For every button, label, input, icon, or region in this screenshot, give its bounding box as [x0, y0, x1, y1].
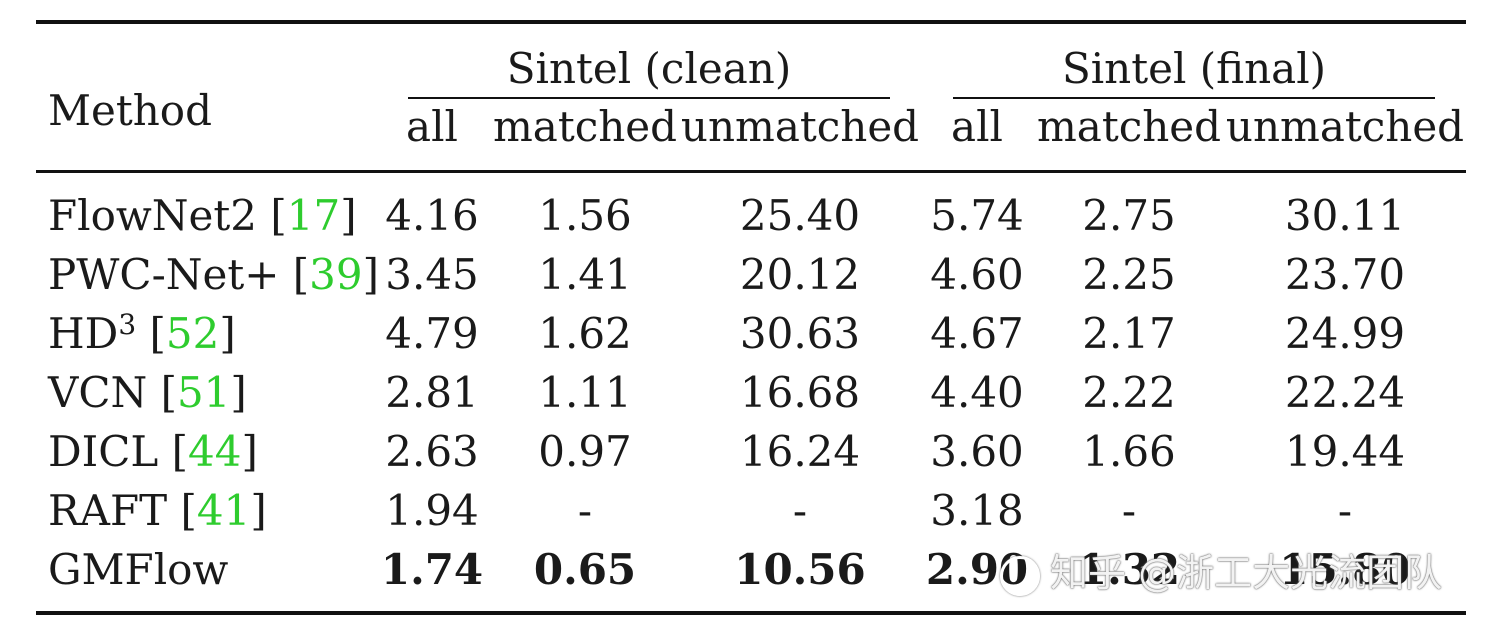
- subcol-header: unmatched: [1225, 102, 1465, 151]
- value-cell: 16.68: [739, 368, 861, 417]
- method-cell: HD3 [52]: [48, 308, 236, 358]
- value-cell: 2.81: [385, 368, 479, 417]
- value-cell: 2.22: [1082, 368, 1176, 417]
- value-cell: 2.17: [1082, 309, 1176, 358]
- watermark-logo-icon: [1000, 555, 1040, 596]
- value-cell: -: [1121, 486, 1137, 535]
- value-cell: 4.40: [930, 368, 1024, 417]
- value-cell: 1.56: [538, 191, 632, 240]
- subcol-header: all: [951, 102, 1003, 151]
- value-cell: 25.40: [739, 191, 861, 240]
- value-cell: 4.67: [930, 309, 1024, 358]
- value-cell: -: [1337, 486, 1353, 535]
- value-cell: 4.60: [930, 250, 1024, 299]
- method-header: Method: [48, 86, 212, 135]
- subcol-header: all: [406, 102, 458, 151]
- value-cell: 1.62: [538, 309, 632, 358]
- clean-group-rule: [408, 97, 890, 99]
- subcol-header: matched: [492, 102, 678, 151]
- value-cell: -: [792, 486, 808, 535]
- method-cell: DICL [44]: [48, 427, 258, 476]
- value-cell: 20.12: [739, 250, 861, 299]
- value-cell: 3.60: [930, 427, 1024, 476]
- value-cell: 10.56: [734, 545, 866, 594]
- value-cell: 19.44: [1284, 427, 1406, 476]
- value-cell: -: [577, 486, 593, 535]
- value-cell: 16.24: [739, 427, 861, 476]
- value-cell: 4.16: [385, 191, 479, 240]
- method-cell: FlowNet2 [17]: [48, 191, 357, 240]
- method-cell: GMFlow: [48, 545, 229, 594]
- method-cell: VCN [51]: [48, 368, 247, 417]
- value-cell: 30.11: [1284, 191, 1406, 240]
- value-cell: 15.80: [1279, 545, 1411, 594]
- watermark: 知乎 @浙工大光流团队: [1000, 548, 1442, 598]
- value-cell: 4.79: [385, 309, 479, 358]
- value-cell: 2.63: [385, 427, 479, 476]
- method-cell: PWC-Net+ [39]: [48, 250, 380, 299]
- value-cell: 30.63: [739, 309, 861, 358]
- subcol-header: unmatched: [680, 102, 920, 151]
- bottom-rule: [36, 611, 1466, 615]
- value-cell: 1.66: [1082, 427, 1176, 476]
- value-cell: 24.99: [1284, 309, 1406, 358]
- value-cell: 22.24: [1284, 368, 1406, 417]
- value-cell: 1.94: [385, 486, 479, 535]
- value-cell: 3.18: [930, 486, 1024, 535]
- value-cell: 0.65: [533, 545, 637, 594]
- subcol-header: matched: [1036, 102, 1222, 151]
- final-group-rule: [953, 97, 1435, 99]
- value-cell: 3.45: [385, 250, 479, 299]
- value-cell: 2.75: [1082, 191, 1176, 240]
- value-cell: 23.70: [1284, 250, 1406, 299]
- group-header-clean: Sintel (clean): [506, 44, 792, 93]
- value-cell: 2.25: [1082, 250, 1176, 299]
- value-cell: 5.74: [930, 191, 1024, 240]
- method-cell: RAFT [41]: [48, 486, 267, 535]
- value-cell: 1.11: [538, 368, 632, 417]
- value-cell: 0.97: [538, 427, 632, 476]
- value-cell: 1.41: [538, 250, 632, 299]
- header-rule: [36, 170, 1466, 173]
- group-header-final: Sintel (final): [1061, 44, 1327, 93]
- value-cell: 1.74: [380, 545, 484, 594]
- top-rule: [36, 20, 1466, 24]
- value-cell: 1.32: [1077, 545, 1181, 594]
